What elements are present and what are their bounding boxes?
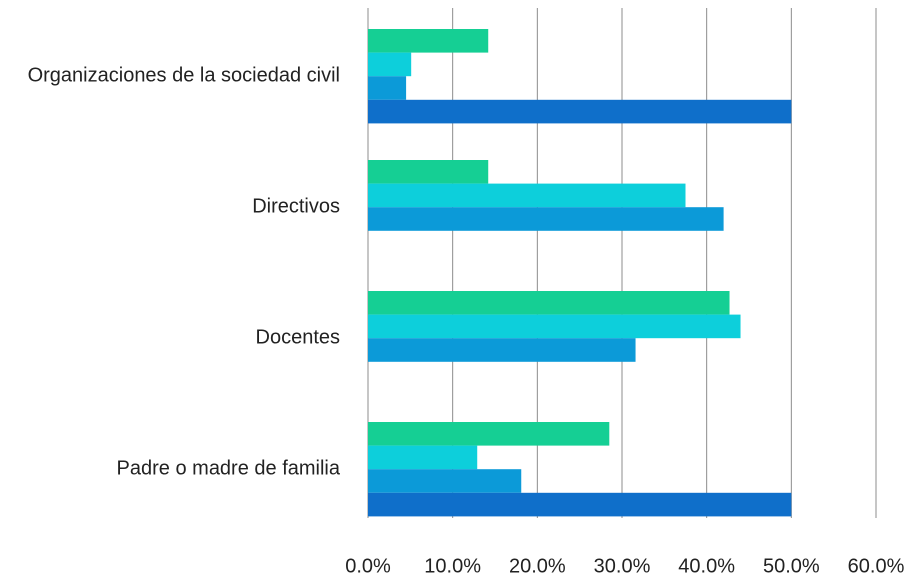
x-tick-label: 0.0% <box>345 555 391 577</box>
bar <box>368 99 792 124</box>
category-label: Organizaciones de la sociedad civil <box>27 64 340 87</box>
x-tick-label: 10.0% <box>424 555 481 577</box>
bar <box>368 422 610 446</box>
bar <box>368 160 489 184</box>
x-tick-label: 20.0% <box>509 555 566 577</box>
category-label: Docentes <box>255 326 341 349</box>
bar <box>368 338 636 362</box>
category-label: Directivos <box>252 195 340 218</box>
category-label: Padre o madre de familia <box>116 457 340 480</box>
bar <box>368 76 407 100</box>
bar <box>368 492 792 517</box>
x-tick-label: 60.0% <box>848 555 905 577</box>
bar <box>368 29 489 53</box>
bar <box>368 314 741 339</box>
bar <box>368 183 686 208</box>
bar <box>368 207 724 231</box>
bar <box>368 445 478 470</box>
x-tick-label: 50.0% <box>763 555 820 577</box>
bar <box>368 291 730 315</box>
x-tick-label: 40.0% <box>678 555 735 577</box>
bar <box>368 52 412 77</box>
x-tick-label: 30.0% <box>594 555 651 577</box>
bar <box>368 469 522 493</box>
